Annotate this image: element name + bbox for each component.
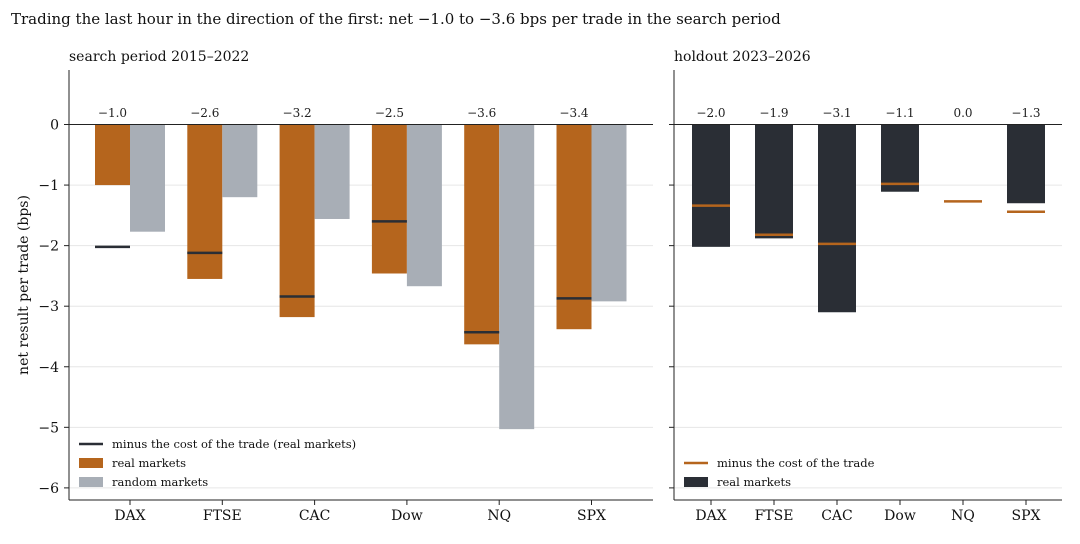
- bar-ftse-real-markets: [755, 124, 793, 239]
- bar-label-spx: −1.3: [1011, 106, 1040, 120]
- bar-label-dax: −2.0: [696, 106, 725, 120]
- legend-swatch-real-markets: [79, 458, 103, 468]
- x-tick-label-nq: NQ: [951, 508, 975, 524]
- search-period-panel: search period 2015–2022 net result per t…: [16, 49, 653, 524]
- y-tick-label: −5: [38, 420, 59, 436]
- bar-label-nq: 0.0: [953, 106, 972, 120]
- panel-title-holdout: holdout 2023–2026: [674, 49, 811, 65]
- y-tick-label: −1: [38, 178, 59, 194]
- y-tick-label: −4: [38, 360, 59, 376]
- bar-label-nq: −3.6: [467, 106, 496, 120]
- x-tick-label-cac: CAC: [299, 508, 331, 524]
- x-tick-label-spx: SPX: [1012, 508, 1041, 524]
- bar-label-spx: −3.4: [559, 106, 589, 120]
- legend-label-minus-the-cost-of-the-trade: minus the cost of the trade: [717, 456, 875, 470]
- x-tick-label-dow: Dow: [884, 508, 916, 524]
- bar-dow-real-markets: [881, 124, 919, 192]
- x-tick-label-dax: DAX: [695, 508, 726, 524]
- legend-label-real-markets: real markets: [112, 456, 186, 470]
- bar-dow-random-markets: [406, 124, 442, 287]
- bar-label-cac: −3.1: [822, 106, 851, 120]
- legend: minus the cost of the trade real markets: [684, 456, 875, 489]
- bar-label-dow: −1.1: [885, 106, 914, 120]
- legend-swatch-real-markets: [684, 477, 708, 487]
- x-tick-label-nq: NQ: [487, 508, 511, 524]
- cost-markers: [95, 220, 592, 334]
- bar-label-cac: −3.2: [283, 106, 312, 120]
- axes: 0 −1 −2 −3 −4 −5 −6 DAX FTSE CAC Dow NQ SPX: [38, 70, 653, 524]
- legend: minus the cost of the trade (real market…: [79, 437, 356, 489]
- x-tick-label-ftse: FTSE: [755, 508, 794, 524]
- bar-cac-real-markets: [279, 124, 315, 318]
- gridlines: [69, 184, 653, 489]
- bar-spx-real-markets: [556, 124, 592, 330]
- bar-spx-real-markets: [1007, 124, 1045, 204]
- bar-dax-real-markets: [692, 124, 730, 247]
- bar-nq-real-markets: [464, 124, 500, 345]
- bar-cac-random-markets: [314, 124, 350, 219]
- x-tick-label-ftse: FTSE: [203, 508, 242, 524]
- panel-title-search: search period 2015–2022: [69, 49, 249, 65]
- y-axis-label: net result per trade (bps): [16, 195, 32, 375]
- legend-label-minus-the-cost-of-the-trade-real-markets: minus the cost of the trade (real market…: [112, 437, 356, 451]
- y-tick-label: −2: [38, 239, 59, 255]
- gridlines: [674, 184, 1062, 489]
- legend-label-random-markets: random markets: [112, 475, 208, 489]
- x-tick-label-dax: DAX: [114, 508, 145, 524]
- bar-dow-real-markets: [371, 124, 407, 274]
- bar-label-dax: −1.0: [98, 106, 127, 120]
- figure-title: Trading the last hour in the direction o…: [11, 10, 781, 28]
- x-tick-label-dow: Dow: [391, 508, 423, 524]
- bar-dax-real-markets: [95, 124, 130, 186]
- bar-label-dow: −2.5: [375, 106, 404, 120]
- bar-ftse-real-markets: [187, 124, 223, 279]
- cost-markers: [692, 182, 1045, 246]
- y-tick-label: 0: [50, 118, 59, 134]
- holdout-panel: holdout 2023–2026 −2.0 −1.9 −3.1 −1.1 0.0 −1.…: [669, 49, 1062, 524]
- bar-cac-real-markets: [818, 124, 856, 313]
- y-tick-label: −6: [38, 481, 59, 497]
- bar-ftse-random-markets: [222, 124, 258, 198]
- bar-label-ftse: −2.6: [190, 106, 219, 120]
- bar-value-labels: −1.0 −2.6 −3.2 −2.5 −3.6 −3.4: [98, 106, 589, 120]
- bar-nq-random-markets: [499, 124, 535, 430]
- legend-label-real-markets: real markets: [717, 475, 791, 489]
- legend-swatch-random-markets: [79, 477, 103, 487]
- axes: DAX FTSE CAC Dow NQ SPX: [669, 70, 1062, 524]
- bar-value-labels: −2.0 −1.9 −3.1 −1.1 0.0 −1.3: [696, 106, 1040, 120]
- bar-label-ftse: −1.9: [759, 106, 788, 120]
- bar-dax-random-markets: [130, 124, 165, 232]
- x-tick-label-spx: SPX: [577, 508, 606, 524]
- bars: [692, 124, 1045, 313]
- bars: [95, 124, 627, 430]
- x-tick-label-cac: CAC: [821, 508, 853, 524]
- bar-spx-random-markets: [591, 124, 627, 302]
- y-tick-label: −3: [38, 299, 59, 315]
